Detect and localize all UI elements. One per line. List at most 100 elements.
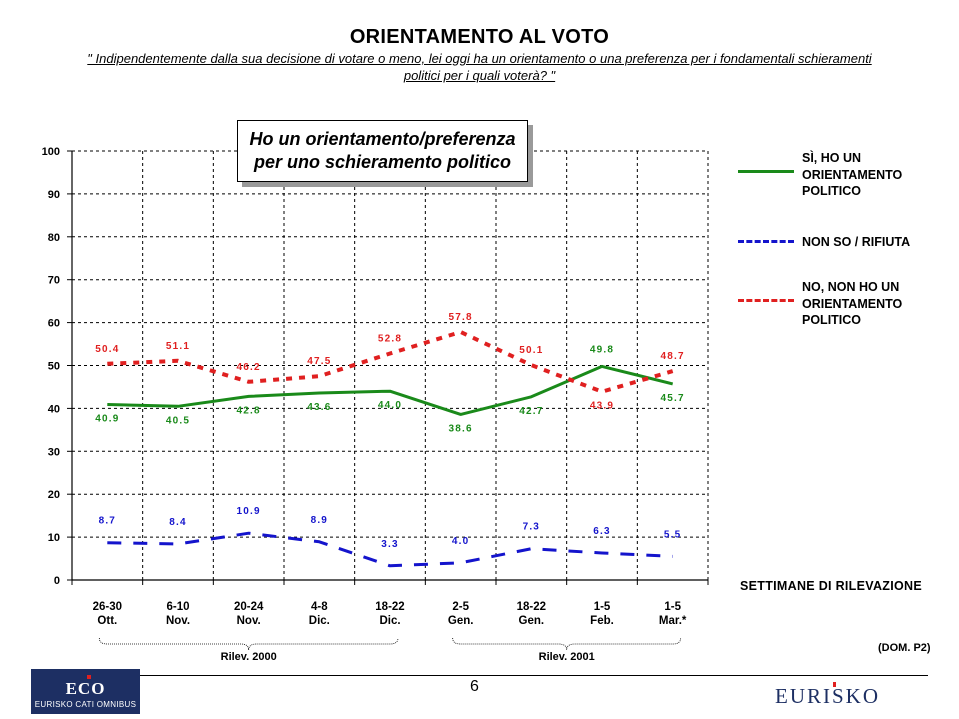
period-groups: Rilev. 2000 Rilev. 2001 [98, 637, 682, 663]
y-tick-label: 0 [54, 575, 60, 587]
group-label-0: Rilev. 2000 [221, 651, 277, 663]
x-tick-label: 6-10 [166, 601, 189, 613]
series-line-1 [107, 531, 673, 568]
x-tick-label: 18-22 [375, 601, 404, 613]
legend-item-no: NO, NON HO UN ORIENTAMENTO POLITICO [738, 279, 948, 339]
x-tick-label: 18-22 [517, 601, 546, 613]
y-tick-label: 10 [48, 532, 60, 544]
data-label: 7.3 [523, 522, 541, 533]
question-line-2: politici per i quali voterà? " [403, 68, 556, 83]
legend-yes-line-1: SÌ, HO UN [802, 151, 862, 165]
callout-line-1: Ho un orientamento/preferenza [249, 129, 516, 149]
data-label: 40.9 [95, 414, 119, 425]
data-label: 6.3 [593, 526, 611, 537]
eco-logo: ECO EURISKO CATI OMNIBUS [31, 669, 140, 714]
data-label: 52.8 [378, 333, 402, 344]
data-label: 57.8 [449, 312, 473, 323]
data-label: 48.7 [661, 351, 685, 362]
data-label: 51.1 [166, 341, 190, 352]
eco-logo-subtitle: EURISKO CATI OMNIBUS [34, 700, 137, 709]
legend-dontknow-line-1: NON SO / RIFIUTA [802, 235, 911, 249]
legend-swatch-no [738, 299, 794, 302]
series-line-2 [107, 330, 674, 394]
x-tick-labels: 26-30 Ott. 6-10 Nov. 20-24 Nov. 4-8 Dic. 18-22 Di… [93, 601, 687, 627]
y-tick-label: 40 [48, 403, 60, 415]
data-label: 5.5 [664, 529, 682, 540]
chart-callout: Ho un orientamento/preferenza per uno sc… [237, 120, 528, 182]
y-tick-label: 50 [48, 361, 60, 373]
group-brace-0 [98, 637, 399, 651]
page-title: ORIENTAMENTO AL VOTO [349, 26, 610, 48]
x-tick-label: Nov. [237, 615, 261, 627]
data-label: 40.5 [166, 415, 190, 426]
data-label: 47.5 [307, 356, 331, 367]
data-label: 49.8 [590, 344, 614, 355]
data-label: 43.6 [307, 402, 331, 413]
legend-swatch-yes [738, 170, 794, 173]
page-number: 6 [470, 678, 479, 695]
data-label: 46.2 [237, 362, 261, 373]
data-label: 42.8 [237, 405, 261, 416]
legend-no-line-1: NO, NON HO UN [802, 280, 900, 294]
x-tick-label: Nov. [166, 615, 190, 627]
axes: 0 10 20 30 40 50 60 70 80 90 100 [42, 146, 709, 587]
grid [72, 150, 709, 580]
data-labels: 40.9 40.5 42.8 43.6 44.0 38.6 42.7 49.8 45.7 8.7 8… [95, 312, 685, 550]
eurisko-logo-text: EURISKO [775, 684, 881, 708]
x-axis-label: SETTIMANE DI RILEVAZIONE [740, 579, 922, 593]
legend-no-line-3: POLITICO [802, 313, 862, 327]
eurisko-logo-dot-icon [833, 682, 836, 687]
question-line-1: " Indipendentemente dalla sua decisione … [87, 51, 872, 66]
y-tick-label: 100 [42, 146, 60, 158]
x-tick-label: Ott. [97, 615, 117, 627]
data-label: 3.3 [381, 539, 399, 550]
x-tick-label: Dic. [309, 615, 330, 627]
eco-logo-name: ECO [65, 679, 106, 698]
data-label: 50.1 [519, 345, 543, 356]
y-tick-label: 70 [48, 275, 60, 287]
x-tick-label: 1-5 [664, 601, 681, 613]
question-code: (DOM. P2) [878, 642, 931, 654]
series-layer [107, 330, 674, 568]
data-label: 8.7 [99, 516, 117, 527]
data-label: 38.6 [449, 423, 473, 434]
x-tick-label: 20-24 [234, 601, 264, 613]
legend-no-line-2: ORIENTAMENTO [802, 296, 903, 311]
legend-yes-line-2: ORIENTAMENTO [802, 167, 903, 182]
series-line-0 [107, 364, 674, 416]
survey-question: " Indipendentemente dalla sua decisione … [30, 50, 929, 84]
data-label: 42.7 [519, 406, 543, 417]
data-label: 43.9 [590, 401, 614, 412]
x-tick-label: 2-5 [452, 601, 469, 613]
data-label: 8.9 [311, 515, 329, 526]
legend-label-dontknow: NON SO / RIFIUTA [802, 234, 952, 251]
legend-label-no: NO, NON HO UN ORIENTAMENTO POLITICO [802, 279, 952, 329]
legend-label-yes: SÌ, HO UN ORIENTAMENTO POLITICO [802, 150, 952, 200]
data-label: 10.9 [237, 506, 261, 517]
footer-divider [138, 675, 928, 676]
x-tick-label: Gen. [519, 615, 545, 627]
x-tick-label: Feb. [590, 615, 614, 627]
callout-line-2: per uno schieramento politico [253, 152, 512, 172]
data-label: 8.4 [169, 517, 187, 528]
y-tick-label: 20 [48, 489, 60, 501]
y-tick-label: 60 [48, 318, 60, 330]
legend-item-yes: SÌ, HO UN ORIENTAMENTO POLITICO [738, 150, 948, 210]
x-tick-label: 1-5 [594, 601, 611, 613]
x-tick-label: 26-30 [93, 601, 122, 613]
legend-swatch-dontknow [738, 240, 794, 243]
data-label: 4.0 [452, 536, 470, 547]
legend-yes-line-3: POLITICO [802, 184, 862, 198]
x-tick-label: Gen. [448, 615, 474, 627]
legend-item-dontknow: NON SO / RIFIUTA [738, 234, 948, 294]
y-tick-label: 30 [48, 446, 60, 458]
y-tick-label: 90 [48, 189, 60, 201]
data-label: 50.4 [95, 344, 119, 355]
x-tick-label: 4-8 [311, 601, 328, 613]
group-brace-1 [452, 637, 682, 651]
eco-logo-dot-icon [87, 675, 91, 679]
x-tick-label: Mar.* [659, 615, 687, 627]
group-label-1: Rilev. 2001 [539, 651, 595, 663]
x-tick-label: Dic. [379, 615, 400, 627]
